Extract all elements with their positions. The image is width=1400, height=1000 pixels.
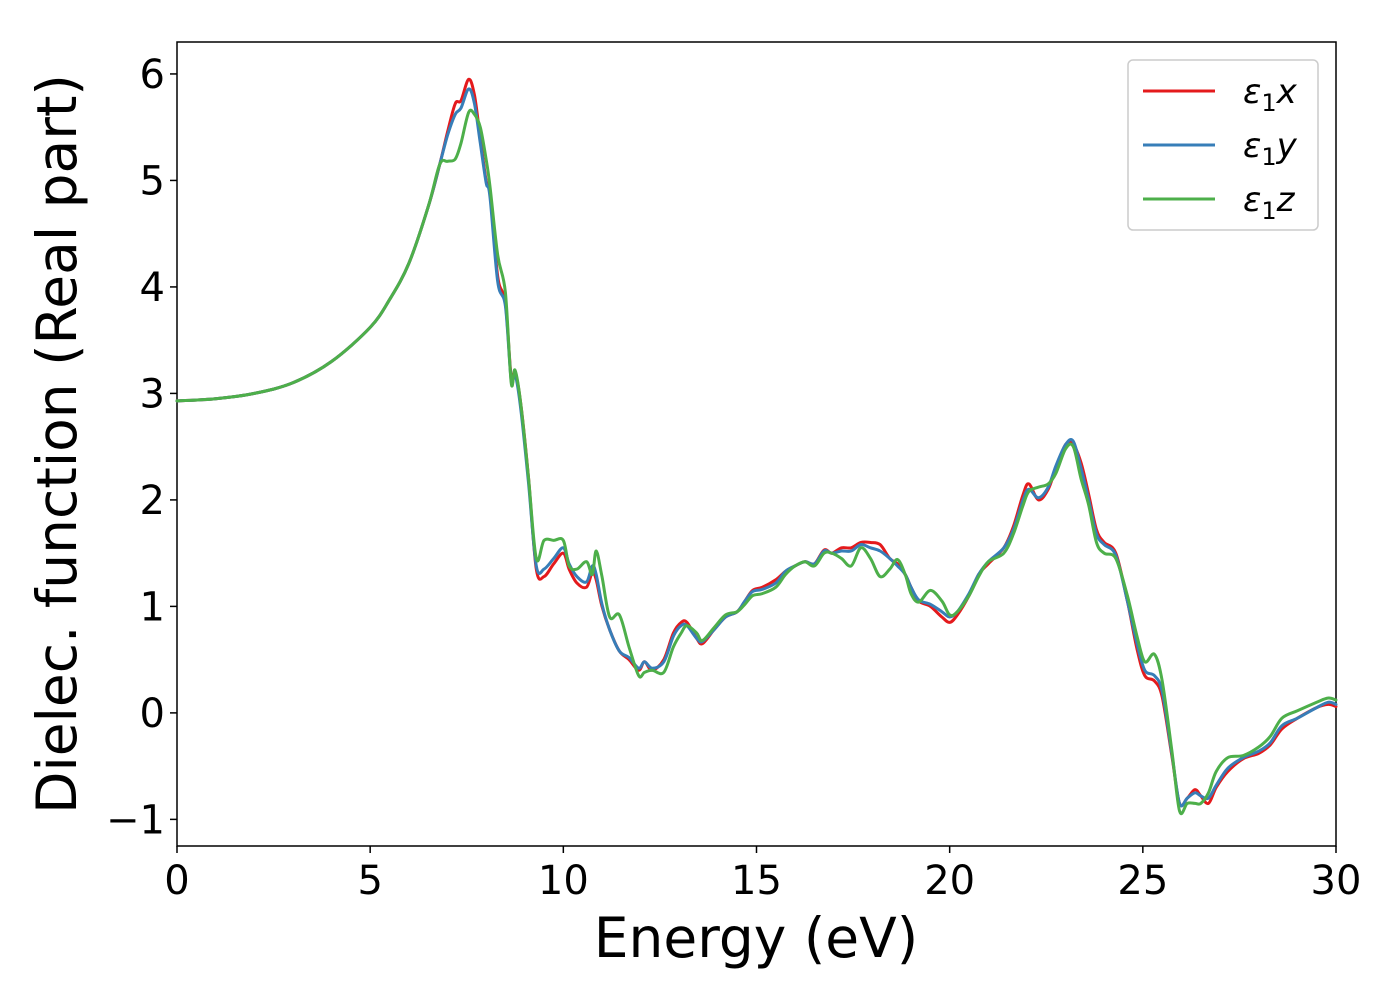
legend-label: ε1x <box>1243 72 1298 117</box>
y-tick-label: 1 <box>140 584 165 630</box>
x-tick-label: 10 <box>538 858 589 904</box>
legend-subscript: 1 <box>1261 197 1276 225</box>
y-tick-label: 2 <box>140 478 165 524</box>
series-group <box>175 77 1338 816</box>
legend-axis: x <box>1276 72 1298 112</box>
y-tick-label: 5 <box>140 158 165 204</box>
y-tick-label: −1 <box>106 797 165 843</box>
y-axis-title: Dielec. function (Real part) <box>25 74 89 814</box>
legend-epsilon: ε <box>1243 180 1261 220</box>
y-tick-label: 3 <box>140 371 165 417</box>
x-tick-label: 5 <box>357 858 382 904</box>
legend-epsilon: ε <box>1243 72 1261 112</box>
legend-box <box>1127 59 1319 231</box>
x-tick-label: 0 <box>164 858 189 904</box>
x-tick-label: 20 <box>924 858 975 904</box>
legend-axis: z <box>1276 180 1296 220</box>
legend-label: ε1y <box>1243 126 1298 171</box>
y-tick-label: 6 <box>140 52 165 98</box>
x-tick-label: 25 <box>1117 858 1168 904</box>
series-line-3 <box>175 108 1338 816</box>
x-tick-label: 30 <box>1311 858 1362 904</box>
legend-subscript: 1 <box>1261 89 1276 117</box>
legend-subscript: 1 <box>1261 143 1276 171</box>
legend-label: ε1z <box>1243 180 1296 225</box>
x-axis-title: Energy (eV) <box>594 906 918 970</box>
legend-epsilon: ε <box>1243 126 1261 166</box>
legend-axis: y <box>1276 126 1298 166</box>
x-tick-label: 15 <box>731 858 782 904</box>
y-tick-label: 4 <box>140 265 165 311</box>
y-tick-label: 0 <box>140 691 165 737</box>
x-axis: 0 5 10 15 20 25 30 <box>164 846 1361 904</box>
y-axis: −1 0 1 2 3 4 5 6 <box>106 52 177 843</box>
